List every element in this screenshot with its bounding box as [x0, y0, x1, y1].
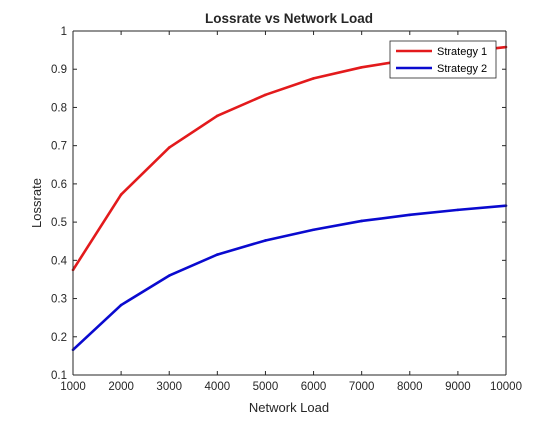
plot-area [73, 31, 506, 375]
x-tick-label: 10000 [490, 381, 522, 393]
legend: Strategy 1 Strategy 2 [389, 40, 497, 79]
x-tick-label: 4000 [205, 381, 231, 393]
series-2-point [216, 253, 219, 256]
series-2-point [360, 219, 363, 223]
y-tick-label: 0.7 [51, 141, 67, 153]
series-1-point [167, 146, 171, 149]
x-tick-label: 7000 [349, 381, 375, 393]
series-1-point [216, 114, 219, 118]
x-tick-label: 9000 [445, 381, 471, 393]
y-tick-label: 0.4 [51, 255, 68, 267]
series-2-line [72, 204, 507, 351]
series-1-point [119, 193, 123, 196]
series-2-point [408, 213, 412, 217]
axes-layer: 1000 2000 3000 4000 5000 6000 7000 8000 9000 1000… [51, 26, 522, 393]
x-tick-label: 3000 [156, 381, 182, 393]
y-tick-label: 0.9 [51, 64, 67, 76]
x-tick-label: 5000 [253, 381, 279, 393]
x-tick-label: 1000 [60, 381, 86, 393]
series-2-point [119, 303, 123, 307]
y-tick-label: 0.1 [51, 370, 67, 382]
legend-box [389, 40, 497, 79]
series-1-point [312, 77, 315, 80]
series-2-point [167, 274, 171, 277]
y-tick-label: 0.5 [51, 217, 67, 229]
x-axis-label: Network Load [249, 400, 329, 415]
y-tick-label: 0.3 [51, 294, 67, 306]
series-2-point [264, 239, 267, 242]
series-1-point [360, 66, 363, 69]
x-tick-label: 2000 [108, 381, 134, 393]
legend-label: Strategy 2 [437, 63, 487, 75]
x-tick-label: 6000 [301, 381, 327, 393]
chart-title: Lossrate vs Network Load [205, 11, 373, 26]
y-tick-label: 0.2 [51, 332, 67, 344]
legend-label: Strategy 1 [437, 46, 487, 58]
series-2 [71, 204, 508, 352]
series-1-point [264, 93, 267, 97]
y-tick-label: 1 [61, 26, 67, 38]
x-tick-label: 8000 [397, 381, 423, 393]
y-tick-label: 0.6 [51, 179, 67, 191]
y-tick-label: 0.8 [51, 102, 67, 114]
series-2-point [312, 228, 315, 232]
y-axis-label: Lossrate [29, 178, 44, 228]
series-2-point [456, 208, 460, 212]
